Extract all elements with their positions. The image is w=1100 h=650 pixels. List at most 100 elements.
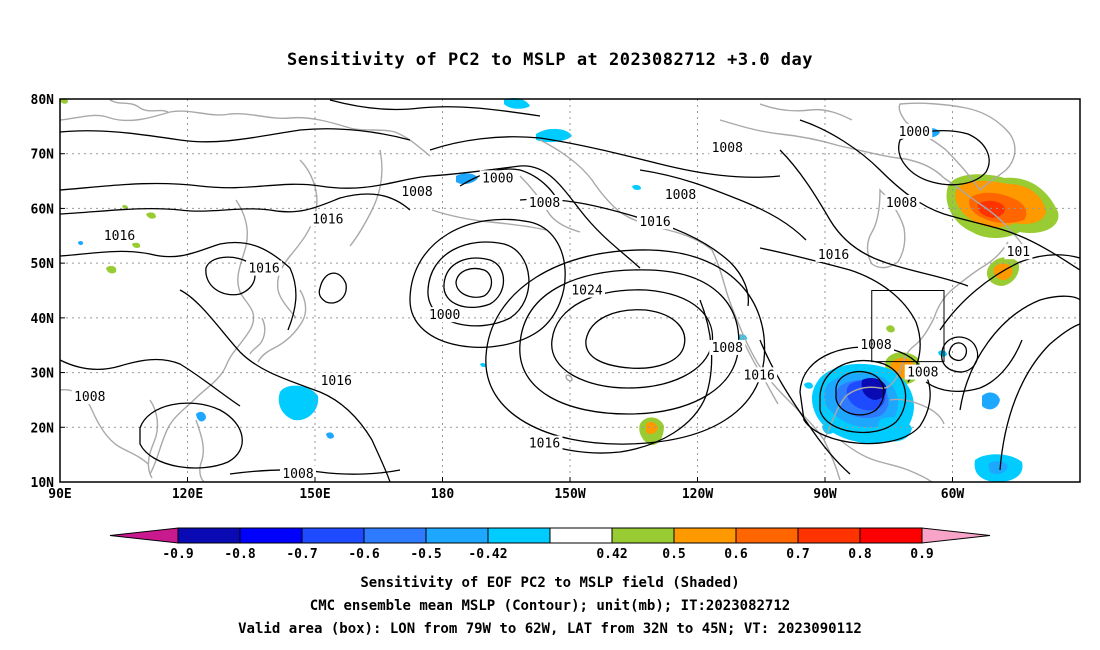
- coastline-labrador: [943, 177, 1029, 255]
- lon-tick-label: 150W: [554, 487, 585, 502]
- coastline-east-asia: [149, 199, 255, 475]
- colorbar-label: 0.6: [724, 547, 748, 562]
- contour-layer: [59, 99, 1081, 483]
- shade-positive-asia-1: [146, 212, 156, 219]
- contour-label: 1008: [401, 185, 432, 200]
- contour-low-1: [443, 257, 504, 308]
- contour-label-bg: [896, 123, 933, 139]
- lat-tick-label: 70N: [31, 148, 55, 163]
- contour-label: 1008: [886, 196, 917, 211]
- colorbar-label: -0.5: [410, 547, 441, 562]
- contour-label-bg: [399, 184, 435, 200]
- contour-label: 1008: [860, 338, 891, 353]
- lat-tick-label: 20N: [31, 421, 55, 436]
- contour-label: 1016: [818, 248, 849, 263]
- lon-labels: 90E 120E 150E 180 150W 120W 90W 60W: [48, 477, 964, 502]
- contour-label-bg: [815, 246, 852, 262]
- contour-large-west: [179, 289, 391, 483]
- contour-label: 1000: [899, 125, 930, 140]
- shade-negative-se-us: [938, 350, 947, 357]
- colorbar-segment: [363, 527, 427, 544]
- lat-labels: 80N 70N 60N 50N 40N 30N 20N 10N: [31, 93, 65, 491]
- colorbar-label: -0.6: [348, 547, 379, 562]
- lat-tick-label: 60N: [31, 202, 55, 217]
- contour-label-bg: [637, 214, 673, 230]
- coastline-hawaii: [565, 374, 573, 382]
- colorbar-label: -0.8: [224, 547, 255, 562]
- contour-label: 1016: [248, 262, 279, 277]
- coastline-arctic-islands: [759, 103, 853, 121]
- shade-negative-arctic-1: [504, 98, 530, 109]
- contour-label-bg: [1004, 244, 1033, 260]
- contour-label: 1008: [529, 196, 560, 211]
- coastline-greenland: [898, 102, 1016, 192]
- coastline-taymyr: [109, 99, 169, 113]
- chart-title: Sensitivity of PC2 to MSLP at 2023082712…: [286, 50, 813, 70]
- shade-positive-pacific-core: [646, 421, 658, 435]
- contour-high-1024: [551, 289, 714, 389]
- valid-area-box: [871, 290, 945, 363]
- shade-negative-atlantic-south-core: [988, 461, 1008, 474]
- contour-east-1008: [925, 339, 1023, 393]
- contour-label-bg: [662, 186, 699, 202]
- shade-positive-asia-3: [132, 242, 141, 248]
- contour-label: 1016: [312, 212, 343, 227]
- contour-label-bg: [526, 435, 563, 451]
- contour-arctic-top: [329, 99, 541, 117]
- contour-ring-box-outer: [941, 336, 979, 373]
- colorbar-label: 0.9: [910, 547, 933, 562]
- contour-label: 1024: [571, 284, 602, 299]
- contour-1008-north: [59, 165, 641, 269]
- contour-label: 1008: [665, 188, 696, 203]
- coastline-us-east: [933, 241, 1009, 319]
- contour-label-bg: [904, 364, 941, 380]
- contour-label-bg: [526, 194, 563, 210]
- contour-label-bg: [309, 211, 346, 227]
- colorbar-label: 0.7: [786, 547, 809, 562]
- contour-1016-north-pac: [519, 198, 750, 307]
- colorbar: -0.9 -0.8 -0.7 -0.6 -0.5 -0.42 0.42 0.5 0.6 0.7 0.…: [109, 527, 991, 562]
- contour-label: 1016: [529, 437, 560, 452]
- coastline-japan: [257, 289, 307, 363]
- colorbar-segment: [673, 527, 737, 544]
- shade-positive-florida-small: [886, 325, 895, 333]
- contour-1012-canada: [779, 149, 969, 287]
- coastline-gulf: [823, 317, 935, 441]
- contour-label: 1008: [712, 341, 743, 356]
- lon-tick-label: 120W: [682, 487, 713, 502]
- contour-label-bg: [883, 194, 920, 210]
- contour-1008-bottom: [229, 469, 401, 475]
- shade-negative-west-pacific-2: [196, 411, 206, 422]
- shade-negative-arctic-3: [456, 173, 478, 185]
- contour-label: 1016: [321, 374, 352, 389]
- caption-line-1: Sensitivity of EOF PC2 to MSLP field (Sh…: [360, 575, 740, 591]
- contour-label-bg: [741, 367, 778, 383]
- contour-label: 1008: [712, 141, 743, 156]
- shade-positive-asia-4: [106, 265, 117, 274]
- shade-negative-atlantic: [982, 392, 1000, 410]
- contour-1016-atl: [939, 254, 1081, 331]
- coastline-aleutians: [431, 209, 547, 231]
- colorbar-segment: [301, 527, 365, 544]
- contour-ring-sw: [139, 402, 243, 469]
- contour-low-core: [455, 267, 493, 298]
- contour-1012-atl: [999, 323, 1081, 471]
- colorbar-label: 0.5: [662, 547, 685, 562]
- lon-tick-label: 90W: [813, 487, 837, 502]
- contour-1008-arctic: [429, 136, 781, 178]
- colorbar-segment: [425, 527, 489, 544]
- colorbar-label: 0.8: [848, 547, 872, 562]
- contour-label: 1016: [104, 229, 135, 244]
- contour-ring-box: [948, 342, 968, 362]
- lon-tick-label: 150E: [299, 487, 330, 502]
- contour-atlantic-high: [959, 295, 1081, 411]
- colorbar-segment: [859, 527, 923, 544]
- colorbar-segment: [735, 527, 799, 544]
- contour-label-bg: [709, 140, 746, 156]
- contour-label: 1016: [639, 215, 670, 230]
- contour-gulf-ring-1: [835, 371, 885, 416]
- colorbar-segment: [549, 527, 613, 544]
- shade-negative-asia-1: [78, 240, 84, 246]
- contour-high-1020: [519, 269, 740, 415]
